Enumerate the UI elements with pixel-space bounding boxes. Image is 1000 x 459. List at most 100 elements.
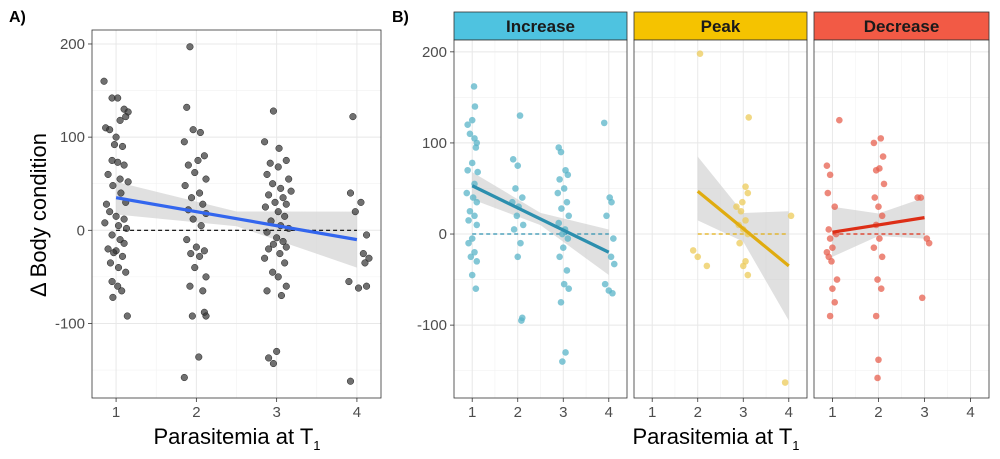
data-point bbox=[877, 285, 885, 292]
data-point bbox=[200, 247, 208, 255]
data-point bbox=[465, 217, 472, 224]
x-tick-label: 3 bbox=[272, 404, 280, 421]
regression-line bbox=[471, 184, 610, 254]
data-point bbox=[473, 198, 481, 206]
y-tick-label: 0 bbox=[77, 222, 85, 239]
data-point bbox=[202, 273, 210, 281]
data-point bbox=[781, 379, 789, 386]
data-point bbox=[269, 107, 277, 115]
data-point bbox=[199, 200, 207, 208]
data-point bbox=[833, 276, 841, 283]
data-point bbox=[556, 253, 563, 261]
facet-strip-label: Peak bbox=[701, 17, 741, 36]
x-tick-label: 1 bbox=[112, 404, 120, 421]
data-point bbox=[104, 170, 112, 178]
plot-border bbox=[813, 39, 990, 399]
data-point bbox=[874, 276, 881, 283]
panel-a-plot: 1 2 3 4 -100 0 100 200 bbox=[55, 29, 382, 421]
data-point bbox=[878, 253, 886, 261]
data-point bbox=[513, 212, 521, 220]
data-point bbox=[117, 189, 125, 197]
panel-b-x-axis-title: Parasitemia at T1 bbox=[632, 424, 799, 453]
data-point bbox=[274, 208, 282, 216]
confidence-band bbox=[472, 172, 609, 276]
data-point bbox=[109, 182, 117, 190]
data-point bbox=[112, 133, 120, 141]
data-point bbox=[269, 268, 277, 276]
data-point bbox=[363, 282, 371, 290]
data-point bbox=[876, 165, 883, 172]
data-point bbox=[114, 282, 122, 290]
data-point bbox=[603, 212, 610, 220]
data-point bbox=[464, 166, 471, 174]
data-point bbox=[468, 271, 476, 279]
y-tick-label: 100 bbox=[60, 129, 85, 146]
data-point bbox=[558, 205, 565, 212]
panel-a-y-axis-title: Δ Body condition bbox=[26, 133, 51, 297]
data-point bbox=[273, 234, 281, 242]
data-point bbox=[269, 240, 277, 248]
data-point bbox=[188, 312, 196, 320]
data-point bbox=[471, 248, 478, 256]
data-point bbox=[518, 317, 525, 324]
regression-line bbox=[115, 196, 358, 242]
x-tick-label: 2 bbox=[694, 404, 702, 421]
data-point bbox=[114, 222, 123, 230]
facet-strip bbox=[633, 11, 808, 41]
data-point bbox=[106, 259, 115, 267]
data-point bbox=[191, 264, 199, 272]
data-point bbox=[282, 282, 290, 290]
x-tick-label: 3 bbox=[920, 404, 928, 421]
data-point bbox=[106, 208, 114, 216]
data-point bbox=[281, 212, 289, 220]
data-point bbox=[872, 312, 880, 320]
data-point bbox=[120, 215, 128, 223]
data-point bbox=[186, 43, 194, 51]
panel-b-facet-peak: Peak 1 2 3 4 bbox=[633, 11, 808, 421]
data-point bbox=[106, 126, 114, 134]
data-point bbox=[564, 235, 572, 242]
data-point bbox=[282, 200, 290, 208]
data-point bbox=[180, 138, 188, 146]
data-point bbox=[826, 171, 834, 179]
data-point bbox=[468, 116, 476, 124]
data-point bbox=[744, 271, 752, 279]
panel-a-x-axis-title-subscript: 1 bbox=[313, 438, 320, 453]
data-point bbox=[557, 148, 565, 156]
data-point bbox=[554, 189, 562, 197]
data-point bbox=[196, 189, 204, 197]
data-point bbox=[555, 219, 563, 227]
y-tick-label: 200 bbox=[422, 44, 447, 61]
data-point bbox=[349, 113, 357, 121]
data-point bbox=[122, 268, 130, 276]
y-tick-label: -100 bbox=[55, 315, 85, 332]
data-point bbox=[518, 194, 526, 201]
data-point bbox=[466, 130, 474, 138]
data-point bbox=[108, 277, 116, 286]
data-point bbox=[607, 253, 615, 261]
data-point bbox=[112, 212, 120, 220]
data-point bbox=[831, 203, 839, 211]
x-tick-label: 4 bbox=[353, 404, 361, 421]
panel-b-tag: B) bbox=[392, 9, 409, 26]
data-point bbox=[826, 312, 834, 320]
data-point bbox=[739, 198, 746, 206]
data-point bbox=[363, 231, 371, 239]
data-point bbox=[878, 212, 886, 220]
data-point bbox=[516, 112, 524, 119]
data-point bbox=[346, 377, 355, 385]
data-point bbox=[282, 243, 290, 251]
data-point bbox=[563, 267, 571, 274]
data-point bbox=[564, 171, 572, 179]
data-point bbox=[202, 312, 210, 320]
data-point bbox=[880, 180, 888, 188]
data-point bbox=[357, 198, 365, 206]
data-point bbox=[287, 187, 295, 195]
data-point bbox=[917, 194, 925, 201]
data-point bbox=[742, 183, 749, 190]
data-point bbox=[694, 253, 702, 261]
data-point bbox=[199, 287, 207, 295]
data-point bbox=[875, 356, 882, 364]
data-point bbox=[559, 230, 566, 238]
